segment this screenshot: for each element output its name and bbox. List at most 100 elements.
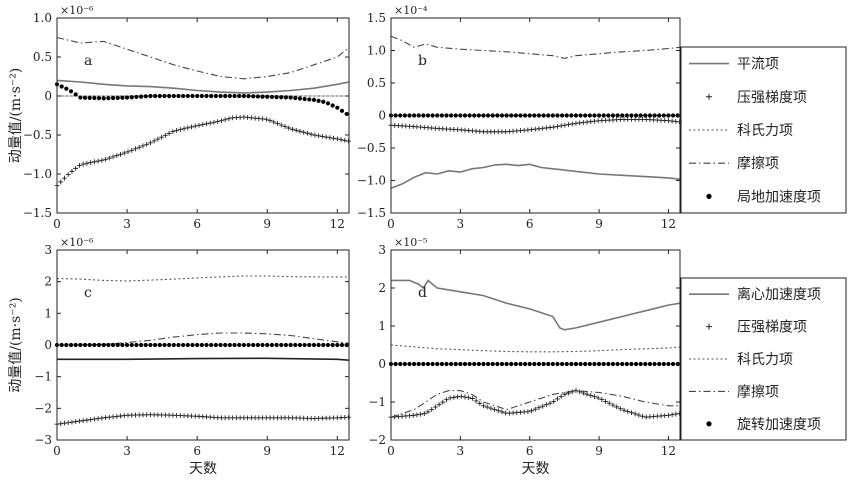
data-point (334, 136, 340, 142)
data-point (550, 361, 555, 367)
data-point (421, 361, 426, 367)
data-point (617, 406, 623, 412)
data-point (181, 342, 186, 348)
data-point (323, 134, 329, 140)
data-point (540, 403, 546, 409)
y-tick-label: 0 (44, 89, 52, 103)
data-point (140, 143, 146, 149)
data-point (167, 93, 172, 99)
data-point (492, 407, 497, 412)
data-point (473, 398, 479, 404)
data-point (278, 122, 284, 128)
data-point (558, 394, 564, 399)
data-point (342, 137, 348, 143)
y-tick-label: 1.5 (367, 11, 386, 25)
data-point (58, 179, 64, 185)
data-point (562, 391, 568, 397)
data-point (134, 94, 139, 100)
data-point (69, 168, 75, 174)
x-tick-label: 12 (330, 217, 345, 231)
data-point (629, 361, 634, 367)
data-point (449, 361, 454, 367)
data-point (583, 113, 588, 118)
data-point (601, 361, 606, 367)
data-point (293, 342, 298, 348)
data-point (588, 393, 594, 398)
y-tick-label: 1 (44, 306, 52, 320)
legend-label: 科氏力项 (737, 123, 793, 139)
data-point (615, 113, 620, 118)
data-point (472, 361, 477, 367)
data-point (410, 412, 416, 418)
y-tick-label: 0.5 (367, 76, 386, 90)
data-point (138, 94, 144, 99)
x-tick-label: 12 (330, 444, 345, 458)
data-point (599, 397, 605, 402)
series-a-1 (54, 114, 351, 189)
data-point (110, 154, 116, 160)
data-point (412, 361, 417, 367)
data-point (157, 93, 162, 99)
data-point (213, 342, 218, 348)
data-point (632, 411, 638, 417)
data-point (577, 389, 583, 395)
data-point (199, 93, 204, 99)
data-point (393, 361, 398, 367)
data-point (162, 342, 167, 348)
data-point (610, 402, 616, 408)
data-point (64, 342, 69, 348)
data-point (133, 146, 138, 152)
data-point (65, 172, 71, 177)
data-point (670, 361, 676, 367)
data-point (603, 398, 608, 404)
data-point (414, 412, 420, 418)
data-point (606, 400, 612, 406)
data-point (316, 98, 321, 103)
axis-multiplier: ×10⁻⁶ (60, 4, 94, 17)
data-point (657, 361, 662, 367)
data-point (499, 113, 505, 118)
data-point (558, 123, 564, 129)
data-point (166, 131, 172, 136)
data-point (185, 342, 190, 348)
legend-swatch (706, 193, 712, 199)
data-point (129, 95, 134, 100)
data-point (440, 399, 446, 405)
data-point (297, 96, 303, 101)
data-point (610, 361, 616, 367)
data-point (92, 342, 97, 348)
panel-d: 0 3 6 9 12 3 2 1 0 −1 −2 ×10⁻⁵ d 天数 离心加速度项压强梯度项科氏力项摩擦项… (368, 236, 847, 477)
data-point (308, 131, 314, 137)
series-c-0 (57, 357, 350, 361)
data-point (472, 113, 477, 118)
data-point (148, 342, 153, 348)
x-axis-label: 天数 (189, 461, 217, 477)
data-point (99, 415, 105, 421)
y-tick-label: 1 (378, 319, 386, 333)
data-point (583, 361, 588, 367)
data-point (439, 113, 444, 118)
data-point (555, 361, 560, 367)
data-point (490, 361, 495, 367)
data-point (96, 342, 102, 348)
data-point (486, 113, 491, 118)
data-point (606, 113, 611, 118)
data-point (559, 361, 565, 367)
data-point (412, 113, 417, 118)
data-point (527, 361, 532, 367)
data-point (274, 342, 279, 348)
y-axis-label: 动量值/(m·s⁻²) (8, 297, 24, 393)
axes-frame (390, 249, 681, 441)
data-point (647, 361, 653, 367)
series-b-3 (390, 35, 681, 59)
legend-label: 摩擦项 (737, 155, 779, 172)
data-point (335, 105, 340, 110)
data-point (241, 93, 246, 99)
data-point (435, 361, 440, 367)
x-tick-label: 3 (457, 444, 465, 458)
data-point (124, 95, 130, 100)
x-tick-label: 9 (263, 217, 271, 231)
y-tick-label: 0 (378, 109, 386, 123)
data-point (148, 93, 153, 99)
series-d-0 (391, 279, 681, 331)
